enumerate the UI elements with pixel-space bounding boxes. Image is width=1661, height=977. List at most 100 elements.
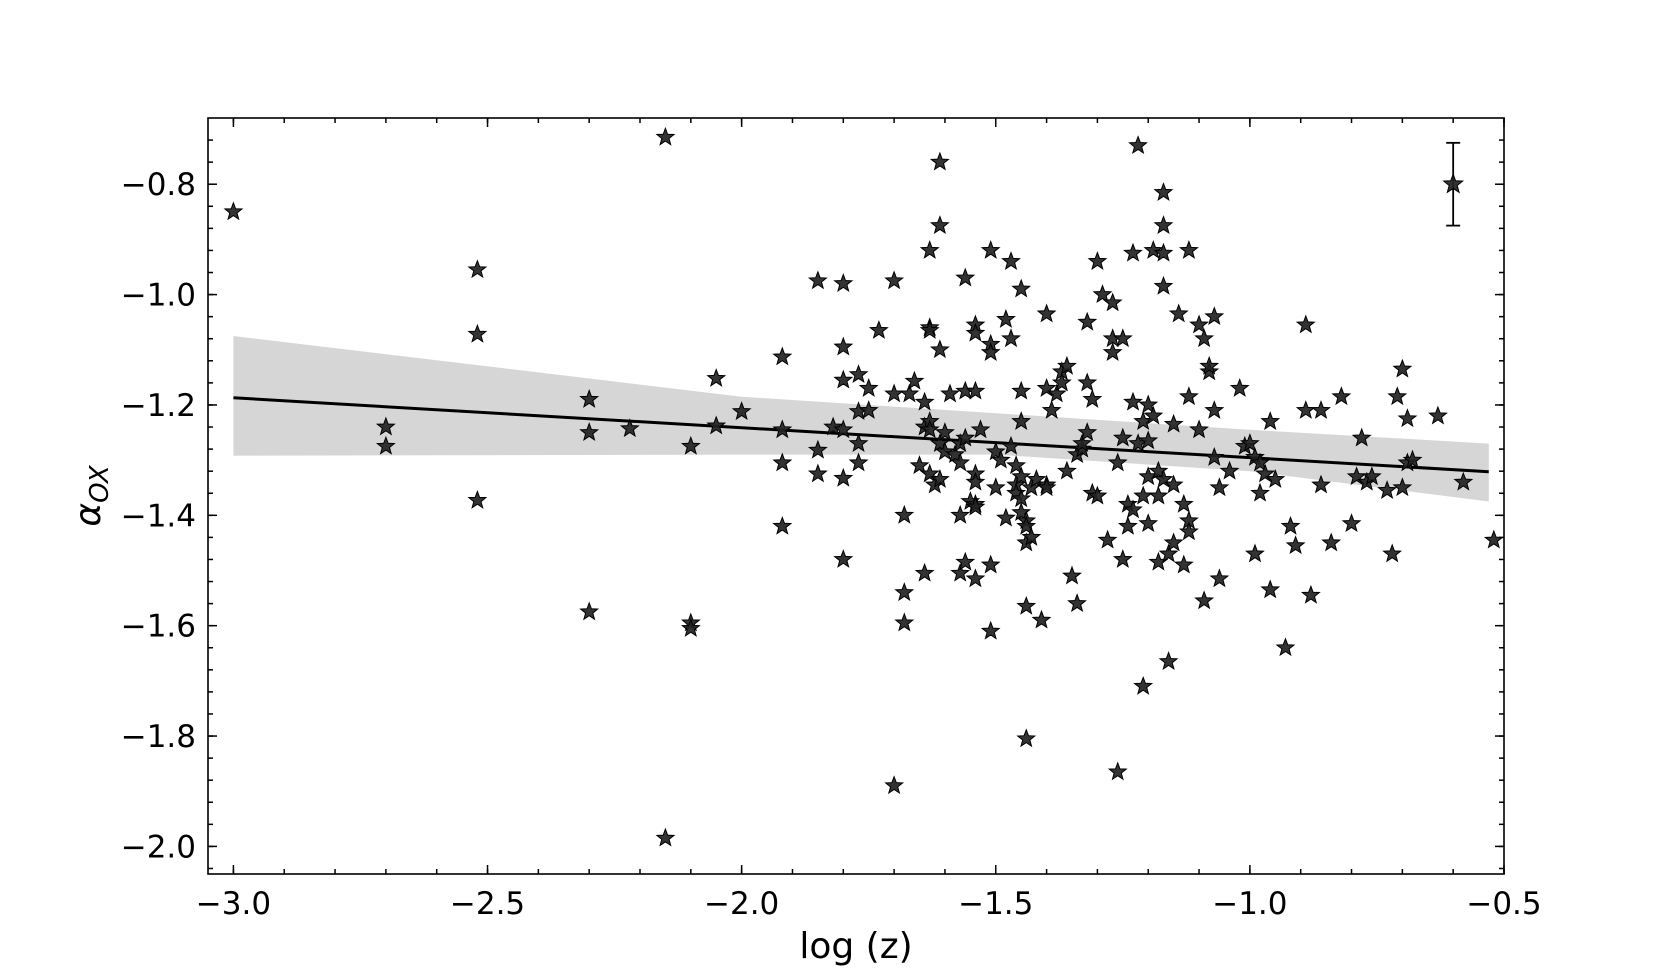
data-point xyxy=(1351,427,1372,447)
data-point xyxy=(1001,251,1021,270)
data-point xyxy=(919,239,940,259)
data-point xyxy=(772,515,793,535)
data-point xyxy=(985,441,1006,461)
data-point xyxy=(619,418,640,438)
data-point xyxy=(990,449,1011,469)
data-point xyxy=(1204,306,1225,326)
data-point xyxy=(1117,515,1138,535)
data-point xyxy=(655,126,676,146)
data-point xyxy=(929,151,950,171)
data-point xyxy=(223,201,244,221)
data-point xyxy=(1107,761,1128,781)
data-point xyxy=(1041,400,1062,419)
data-point xyxy=(894,582,915,602)
y-tick-label: −1.2 xyxy=(121,388,196,424)
data-point xyxy=(1158,543,1179,563)
data-point xyxy=(1199,361,1220,381)
x-tick-label: −2.0 xyxy=(704,886,779,922)
data-point xyxy=(1163,413,1184,433)
data-point xyxy=(1239,433,1260,453)
data-point xyxy=(1036,303,1057,323)
data-point xyxy=(1300,584,1321,604)
data-point xyxy=(1153,242,1174,262)
data-point xyxy=(1077,311,1098,331)
data-point xyxy=(940,383,960,403)
data-point xyxy=(1153,182,1174,201)
data-point xyxy=(1016,595,1037,615)
data-point xyxy=(868,320,889,339)
data-point xyxy=(1006,455,1027,475)
data-point xyxy=(929,433,950,453)
data-point xyxy=(1097,529,1118,549)
data-point xyxy=(1062,565,1082,585)
data-point xyxy=(919,463,940,483)
data-point xyxy=(1189,419,1209,439)
data-point xyxy=(1016,728,1037,748)
data-point xyxy=(1148,485,1169,505)
data-point xyxy=(680,435,701,455)
data-point xyxy=(579,422,600,441)
data-point xyxy=(1148,460,1169,480)
data-point xyxy=(929,339,950,359)
data-point xyxy=(884,383,905,403)
data-point xyxy=(1229,377,1250,397)
data-point xyxy=(848,364,869,384)
data-point xyxy=(1428,405,1448,425)
data-point xyxy=(833,549,854,568)
data-point xyxy=(1011,411,1032,430)
data-point xyxy=(950,504,971,524)
data-point xyxy=(1011,278,1032,298)
data-point xyxy=(1123,242,1143,262)
data-point xyxy=(1219,460,1240,480)
data-point xyxy=(1173,554,1194,574)
data-point xyxy=(833,467,854,487)
data-point xyxy=(1138,394,1159,414)
y-tick-label: −0.8 xyxy=(121,167,196,203)
data-point xyxy=(772,346,793,366)
data-point xyxy=(996,308,1016,328)
data-point xyxy=(1199,355,1220,375)
data-point xyxy=(706,415,727,435)
data-point xyxy=(965,471,986,491)
data-point xyxy=(807,463,828,483)
data-point xyxy=(1178,239,1199,259)
data-point xyxy=(1483,529,1504,549)
y-tick-label: −1.4 xyxy=(121,498,196,534)
x-tick-label: −1.0 xyxy=(1212,886,1287,922)
x-tick-label: −2.5 xyxy=(450,886,525,922)
data-point xyxy=(970,419,991,439)
data-point xyxy=(894,612,915,632)
data-point xyxy=(1072,438,1093,458)
data-point xyxy=(1311,400,1331,419)
data-point xyxy=(1128,135,1148,155)
data-point xyxy=(955,427,976,447)
data-point xyxy=(1392,477,1413,497)
data-point xyxy=(1331,386,1352,406)
data-point xyxy=(1133,675,1154,695)
data-point xyxy=(909,455,930,475)
data-point xyxy=(985,477,1006,497)
x-tick-label: −1.5 xyxy=(958,886,1033,922)
data-point xyxy=(996,507,1016,527)
x-axis-label: log (z) xyxy=(799,926,912,967)
data-point xyxy=(1143,405,1164,425)
data-point xyxy=(955,551,976,571)
data-point xyxy=(1036,477,1057,497)
data-point xyxy=(823,416,844,436)
data-point xyxy=(1189,314,1209,334)
data-point xyxy=(1209,477,1230,497)
data-point xyxy=(965,380,986,400)
data-point xyxy=(914,562,935,582)
data-point xyxy=(1011,502,1032,521)
data-point xyxy=(884,775,905,795)
data-point xyxy=(1209,568,1230,588)
data-point xyxy=(579,601,600,621)
data-point xyxy=(935,422,955,441)
data-point xyxy=(950,562,971,582)
data-point xyxy=(807,270,828,290)
data-point xyxy=(467,489,488,509)
data-point xyxy=(1026,468,1047,488)
data-point xyxy=(1311,474,1331,494)
data-point xyxy=(1011,380,1032,400)
data-point xyxy=(1250,482,1270,502)
